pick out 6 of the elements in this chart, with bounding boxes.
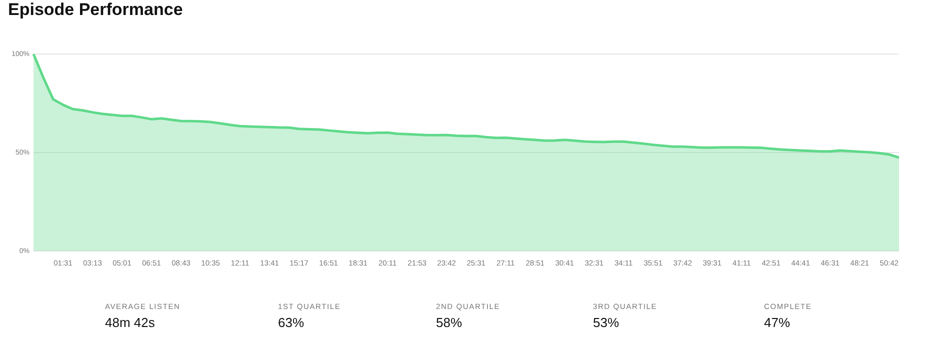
- text: 58%: [436, 315, 464, 330]
- text: 47%: [764, 315, 792, 330]
- text: 63%: [278, 315, 306, 330]
- text: 48m 42s: [105, 315, 156, 330]
- text: 53%: [593, 315, 620, 330]
- chart-title: Episode Performance: [8, 0, 183, 20]
